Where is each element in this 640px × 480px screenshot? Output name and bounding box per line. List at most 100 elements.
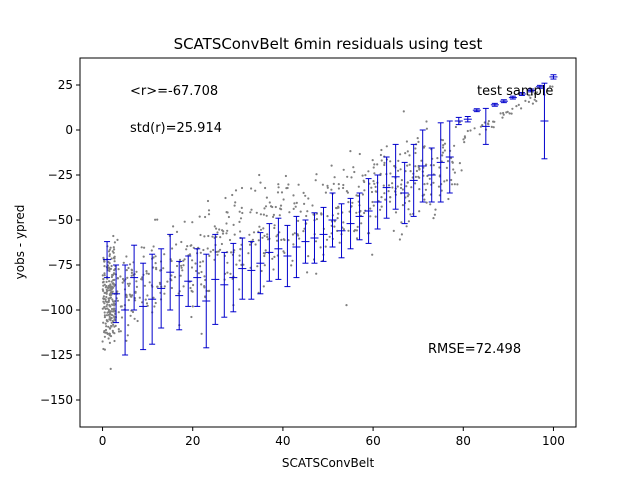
annotation-mean: <r>=-67.708 [130,84,218,99]
scatter-point [271,257,274,260]
scatter-point [113,332,116,335]
scatter-point [178,258,182,261]
scatter-point [385,145,388,148]
scatter-point [117,328,120,331]
errorbar [540,82,549,160]
scatter-point [307,255,310,258]
scatter-point [264,205,268,208]
scatter-point [326,186,329,189]
scatter-point [414,175,417,178]
scatter-point [285,187,288,190]
scatter-point [113,300,116,303]
scatter-point [347,201,350,204]
scatter-point [127,284,130,287]
scatter-point [230,251,233,254]
errorbar [328,192,337,248]
scatter-point [110,264,113,268]
x-axis-ticks: 0 20 40 60 80 100 [99,427,565,448]
scatter-point [231,193,234,197]
scatter-point [446,160,450,163]
errorbar [121,264,130,356]
scatter-point [163,292,166,295]
scatter-point [502,113,505,116]
scatter-point [290,264,293,267]
scatter-point [350,176,353,179]
scatter-point [117,311,120,314]
scatter-point [423,198,426,201]
scatter-point [200,270,203,274]
scatter-point [307,197,310,200]
scatter-point [145,302,149,305]
scatter-point [103,316,106,319]
scatter-point [152,266,155,269]
scatter-point [109,317,112,320]
scatter-point [388,200,392,203]
errorbar [526,88,535,93]
scatter-point [128,263,132,266]
scatter-point [199,265,202,268]
scatter-point [363,189,366,192]
scatter-point [131,310,135,314]
scatter-point [441,151,445,154]
scatter-point [152,245,155,248]
scatter-point [434,208,437,211]
errorbar [139,262,148,351]
scatter-point [172,225,175,228]
scatter-point [393,164,396,168]
scatter-point [227,215,230,219]
scatter-point [353,230,356,233]
scatter-point [183,220,186,223]
errorbar [535,84,544,89]
scatter-point [222,230,225,233]
scatter-point [450,178,453,182]
scatter-point [314,240,318,243]
scatter-point [349,150,352,153]
scatter-point [229,272,232,275]
scatter-point [417,140,420,143]
scatter-point [287,183,290,186]
scatter-point [391,186,394,189]
scatter-point [418,188,421,191]
scatter-point [287,239,290,242]
scatter-point [128,282,131,285]
scatter-point [387,184,391,187]
scatter-point [106,332,109,335]
scatter-point [453,144,456,147]
scatter-point [138,296,141,299]
scatter-point [215,235,218,238]
scatter-point [533,92,537,95]
scatter-point [337,187,340,190]
annotation-std: std(r)=25.914 [130,121,222,136]
scatter-point [409,170,412,173]
scatter-point [238,254,241,257]
scatter-point [283,251,286,254]
errorbar [508,95,517,100]
scatter-point [135,280,138,283]
scatter-point [437,185,441,188]
scatter-point [505,111,508,114]
scatter-point [233,233,236,236]
scatter-point [107,308,110,312]
scatter-point [456,183,459,186]
errorbar [256,232,265,295]
scatter-point [314,179,317,182]
scatter-point [203,285,206,288]
scatter-point [111,273,114,277]
scatter-point [183,258,186,261]
scatter-point [460,169,463,172]
scatter-point [219,248,222,251]
scatter-point [438,166,441,169]
scatter-point [110,307,114,311]
scatter-point [282,198,285,201]
scatter-point [422,146,425,149]
scatter-point [108,253,111,256]
scatter-point [156,218,159,221]
scatter-point [112,323,115,326]
scatter-point [107,250,111,253]
scatter-point [107,300,110,304]
scatter-point [328,235,331,238]
scatter-point [215,227,218,230]
scatter-point [135,270,138,273]
scatter-point [173,276,177,279]
scatter-point [370,186,373,189]
